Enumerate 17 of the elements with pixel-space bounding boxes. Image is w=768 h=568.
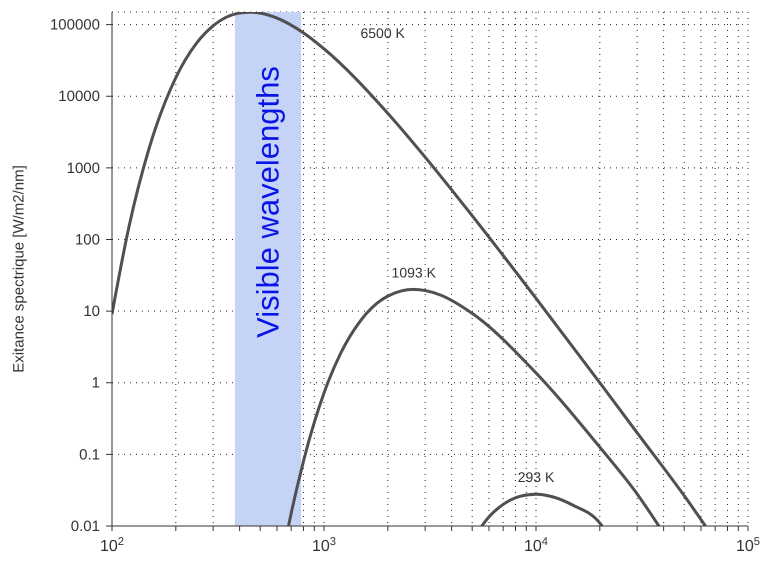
series-label: 293 K bbox=[518, 469, 555, 486]
series-label: 1093 K bbox=[392, 264, 437, 280]
x-tick-label: 10$^{2}$ bbox=[100, 536, 124, 555]
x-tick-label: 10$^{4}$ bbox=[524, 536, 548, 555]
y-tick-label: 0.1 bbox=[79, 446, 100, 464]
y-tick-label: 10000 bbox=[58, 88, 100, 106]
y-tick-label: 10 bbox=[83, 303, 100, 320]
band-label: Visible wavelengths bbox=[250, 66, 286, 338]
text: 6500 K bbox=[360, 25, 406, 42]
x-tick-label: 10$^{3}$ bbox=[312, 536, 336, 555]
y-tick-label: 100 bbox=[74, 231, 100, 248]
x-tick-label: 10$^{5}$ bbox=[736, 536, 760, 555]
y-axis-title: Exitance spectrique [W/m2/nm] bbox=[10, 165, 28, 373]
y-tick-label: 1000 bbox=[66, 160, 100, 177]
y-tick-label: 1 bbox=[92, 374, 100, 392]
y-tick-label: 100000 bbox=[50, 16, 100, 34]
y-tick-label: 0.01 bbox=[70, 518, 100, 535]
